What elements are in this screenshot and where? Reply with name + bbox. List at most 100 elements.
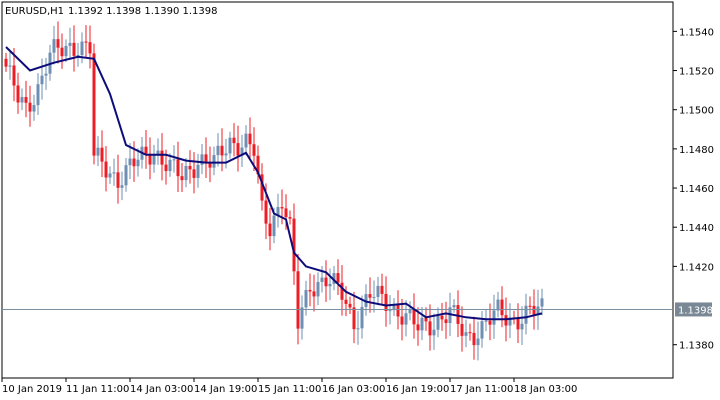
candle-body bbox=[200, 154, 204, 165]
candle-body bbox=[264, 200, 268, 224]
candle-body bbox=[136, 159, 140, 167]
candle-body bbox=[156, 150, 160, 154]
candle-body bbox=[112, 172, 116, 174]
candle-body bbox=[532, 305, 536, 315]
candle-body bbox=[516, 318, 520, 330]
candle-body bbox=[44, 73, 48, 76]
candle-body bbox=[52, 39, 56, 53]
candle-body bbox=[180, 176, 184, 181]
candle-body bbox=[252, 144, 256, 156]
header-ohlc: 1.1392 1.1398 1.1390 1.1398 bbox=[68, 6, 218, 17]
x-tick-label: 18 Jan 03:00 bbox=[514, 384, 577, 395]
candle-body bbox=[352, 307, 356, 330]
candle-body bbox=[116, 172, 120, 188]
y-tick-label: 1.1520 bbox=[679, 67, 714, 78]
candle-body bbox=[216, 145, 220, 156]
candle-body bbox=[504, 315, 508, 326]
candle-body bbox=[492, 310, 496, 325]
x-tick-label: 14 Jan 03:00 bbox=[130, 384, 193, 395]
candle-body bbox=[272, 215, 276, 237]
candle-body bbox=[104, 161, 108, 178]
candle-body bbox=[456, 305, 460, 324]
candle-body bbox=[460, 323, 464, 336]
x-tick-label: 15 Jan 11:00 bbox=[258, 384, 321, 395]
candle-body bbox=[36, 84, 40, 106]
candle-body bbox=[28, 102, 32, 112]
candle-body bbox=[432, 329, 436, 336]
candle-body bbox=[396, 304, 400, 317]
candle-body bbox=[412, 309, 416, 325]
candle-body bbox=[20, 97, 24, 103]
candle-body bbox=[416, 324, 420, 331]
candle-body bbox=[204, 154, 208, 163]
candle-body bbox=[4, 58, 8, 67]
candle-body bbox=[304, 289, 308, 308]
candle-body bbox=[152, 153, 156, 165]
x-tick-label: 16 Jan 03:00 bbox=[322, 384, 385, 395]
candle-body bbox=[408, 309, 412, 314]
candle-body bbox=[64, 45, 68, 57]
candle-body bbox=[436, 315, 440, 330]
candle-body bbox=[256, 155, 260, 175]
candle-body bbox=[232, 137, 236, 144]
x-tick-label: 14 Jan 19:00 bbox=[194, 384, 257, 395]
candle-body bbox=[332, 273, 336, 284]
candle-body bbox=[336, 273, 340, 283]
candle-body bbox=[120, 185, 124, 188]
candle-body bbox=[276, 207, 280, 216]
candle-body bbox=[60, 47, 64, 57]
axis-ticks: 1.1540 1.1520 1.1500 1.1480 1.1460 1.1440 1.14… bbox=[1, 27, 714, 395]
candle-body bbox=[124, 165, 128, 186]
candle-body bbox=[100, 147, 104, 162]
candle-body bbox=[184, 165, 188, 181]
candle-body bbox=[508, 317, 512, 326]
candle-body bbox=[540, 298, 544, 307]
candle-body bbox=[520, 323, 524, 330]
candle-body bbox=[12, 65, 16, 86]
candle-body bbox=[176, 159, 180, 177]
candle-body bbox=[472, 332, 476, 346]
candle-body bbox=[76, 55, 80, 57]
candle-body bbox=[240, 147, 244, 156]
candle-body bbox=[536, 306, 540, 315]
plot-frame bbox=[1, 1, 674, 379]
candle-body bbox=[312, 291, 316, 297]
candle-body bbox=[468, 332, 472, 334]
candle-body bbox=[288, 217, 292, 219]
candle-body bbox=[484, 320, 488, 322]
x-tick-label: 10 Jan 2019 bbox=[2, 384, 62, 395]
candle-body bbox=[384, 293, 388, 311]
candle-body bbox=[192, 169, 196, 178]
candle-body bbox=[280, 207, 284, 209]
candle-body bbox=[84, 41, 88, 43]
candle-body bbox=[236, 143, 240, 156]
candle-body bbox=[488, 320, 492, 325]
candle-body bbox=[108, 173, 112, 178]
candle-body bbox=[8, 65, 12, 67]
candle-body bbox=[212, 155, 216, 168]
candle-body bbox=[228, 137, 232, 154]
candle-body bbox=[388, 310, 392, 312]
candle-body bbox=[348, 303, 352, 308]
candle-body bbox=[480, 321, 484, 339]
current-price-box bbox=[675, 302, 712, 317]
candle-body bbox=[160, 150, 164, 165]
moving-average-line bbox=[5, 46, 543, 321]
x-tick-label: 11 Jan 11:00 bbox=[66, 384, 129, 395]
candle-body bbox=[248, 133, 252, 145]
candle-body bbox=[40, 75, 44, 85]
x-tick-label: 16 Jan 19:00 bbox=[386, 384, 449, 395]
candle-body bbox=[420, 317, 424, 331]
candle-body bbox=[208, 162, 212, 168]
candle-body bbox=[196, 164, 200, 178]
y-tick-label: 1.1380 bbox=[679, 341, 714, 352]
candle-body bbox=[400, 316, 404, 325]
candle-body bbox=[464, 332, 468, 336]
candle-body bbox=[444, 319, 448, 324]
candle-body bbox=[284, 208, 288, 218]
y-tick-label: 1.1500 bbox=[679, 106, 714, 117]
candle-body bbox=[320, 277, 324, 282]
candle-body bbox=[496, 299, 500, 311]
candle-body bbox=[308, 289, 312, 292]
